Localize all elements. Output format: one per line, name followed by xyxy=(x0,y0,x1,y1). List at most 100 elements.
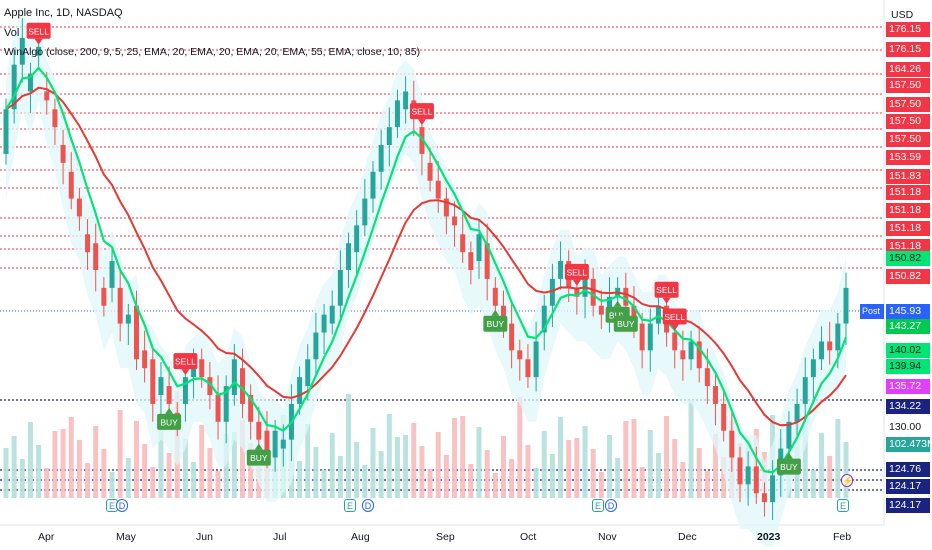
volume-bar xyxy=(394,437,400,498)
candle-body xyxy=(517,350,523,360)
dividend-marker[interactable]: D xyxy=(605,499,617,512)
time-axis-label: Sep xyxy=(436,531,455,543)
candle-body xyxy=(680,350,686,360)
candle-body xyxy=(835,323,841,351)
dividend-marker[interactable]: D xyxy=(116,499,128,512)
volume-bar xyxy=(101,449,107,498)
price-axis-label: 145.93 xyxy=(886,304,930,319)
candle-body xyxy=(19,37,25,65)
price-axis-label: 176.15 xyxy=(886,22,930,37)
candle-body xyxy=(427,162,433,181)
candle-body xyxy=(109,261,115,288)
candle-body xyxy=(321,314,327,333)
split-marker-icon[interactable]: ⚡ xyxy=(841,474,854,487)
sell-signal[interactable]: SELL xyxy=(409,103,434,126)
sell-signal[interactable]: SELL xyxy=(173,353,198,376)
price-axis-label: 124.76 xyxy=(886,462,930,477)
candle-body xyxy=(810,359,816,378)
candle-body xyxy=(150,359,156,404)
volume-bar xyxy=(476,427,482,498)
volume-bar xyxy=(582,426,588,498)
signal-box xyxy=(246,449,271,466)
indicator-legend[interactable]: WinAlgo (close, 200, 9, 5, 25, EMA, 20, … xyxy=(4,46,421,58)
volume-bar xyxy=(419,446,425,498)
buy-signal[interactable]: BUY xyxy=(246,443,271,466)
candle-body xyxy=(770,475,776,503)
dividend-marker[interactable]: D xyxy=(362,499,374,512)
volume-bar xyxy=(52,431,58,498)
buy-signal[interactable]: BUY xyxy=(613,309,638,332)
signal-box xyxy=(662,308,687,325)
time-axis-label: May xyxy=(116,531,136,543)
price-axis-label: 143.27 xyxy=(886,319,930,334)
signal-label: SELL xyxy=(566,267,587,277)
volume-legend[interactable]: Vol xyxy=(4,27,20,39)
volume-bar xyxy=(248,443,254,498)
earnings-marker[interactable]: E xyxy=(592,499,604,512)
volume-bar xyxy=(142,444,148,498)
volume-bar xyxy=(435,432,441,498)
candle-body xyxy=(452,216,458,226)
volume-bar xyxy=(541,431,547,498)
buy-signal[interactable]: BUY xyxy=(483,309,508,332)
signal-pointer xyxy=(417,119,426,126)
volume-bar xyxy=(305,424,311,498)
volume-bar xyxy=(802,422,808,498)
symbol-legend[interactable]: Apple Inc, 1D, NASDAQ xyxy=(4,7,123,19)
time-axis-label: Dec xyxy=(678,531,697,543)
signal-label: SELL xyxy=(656,285,677,295)
price-axis-label: 124.17 xyxy=(886,479,930,494)
volume-bar xyxy=(386,414,392,498)
time-axis-label: Jun xyxy=(196,531,213,543)
volume-bar xyxy=(109,472,115,498)
time-axis-label: Nov xyxy=(598,531,617,543)
volume-bar xyxy=(231,432,237,498)
price-axis-label: 124.17 xyxy=(886,498,930,513)
candle-body xyxy=(509,323,515,351)
signal-box xyxy=(564,263,589,280)
volume-bar xyxy=(680,462,686,498)
candle-body xyxy=(182,377,188,404)
time-axis-label: Oct xyxy=(520,531,537,543)
candle-body xyxy=(370,171,376,199)
volume-bar xyxy=(329,433,335,498)
earnings-marker[interactable]: E xyxy=(344,499,356,512)
candle-body xyxy=(403,91,409,110)
candle-body xyxy=(786,421,792,449)
volume-bar xyxy=(500,436,506,498)
volume-bar xyxy=(460,416,466,498)
signal-label: SELL xyxy=(175,357,196,367)
volume-bar xyxy=(346,394,352,498)
signal-label: SELL xyxy=(412,107,433,117)
volume-bar xyxy=(484,450,490,498)
buy-signal[interactable]: BUY xyxy=(157,407,182,430)
currency-label: USD xyxy=(891,9,914,21)
candle-body xyxy=(248,395,254,422)
volume-bar xyxy=(133,421,139,498)
candle-body xyxy=(337,270,343,306)
signal-label: BUY xyxy=(780,462,798,472)
candle-body xyxy=(688,341,694,360)
sell-signal[interactable]: SELL xyxy=(654,281,679,304)
volume-bar xyxy=(93,426,99,498)
sell-signal[interactable]: SELL xyxy=(26,22,51,45)
price-axis-label: 102.473M xyxy=(886,437,932,452)
volume-bar xyxy=(615,458,621,498)
volume-bar xyxy=(150,467,156,498)
sell-signal[interactable]: SELL xyxy=(564,263,589,286)
candle-body xyxy=(737,457,743,485)
sell-signal[interactable]: SELL xyxy=(662,308,687,331)
signal-pointer xyxy=(165,407,174,414)
volume-bar xyxy=(704,471,710,498)
price-axis-label: 151.18 xyxy=(886,239,930,254)
price-axis-label: 135.72 xyxy=(886,379,930,394)
volume-bar xyxy=(182,439,188,498)
candle-body xyxy=(802,377,808,404)
candle-body xyxy=(484,243,490,279)
price-axis-label: 176.15 xyxy=(886,42,930,57)
earnings-marker[interactable]: E xyxy=(837,499,849,512)
volume-bar xyxy=(158,430,164,498)
volume-bar xyxy=(199,425,205,498)
buy-signal[interactable]: BUY xyxy=(776,452,801,475)
